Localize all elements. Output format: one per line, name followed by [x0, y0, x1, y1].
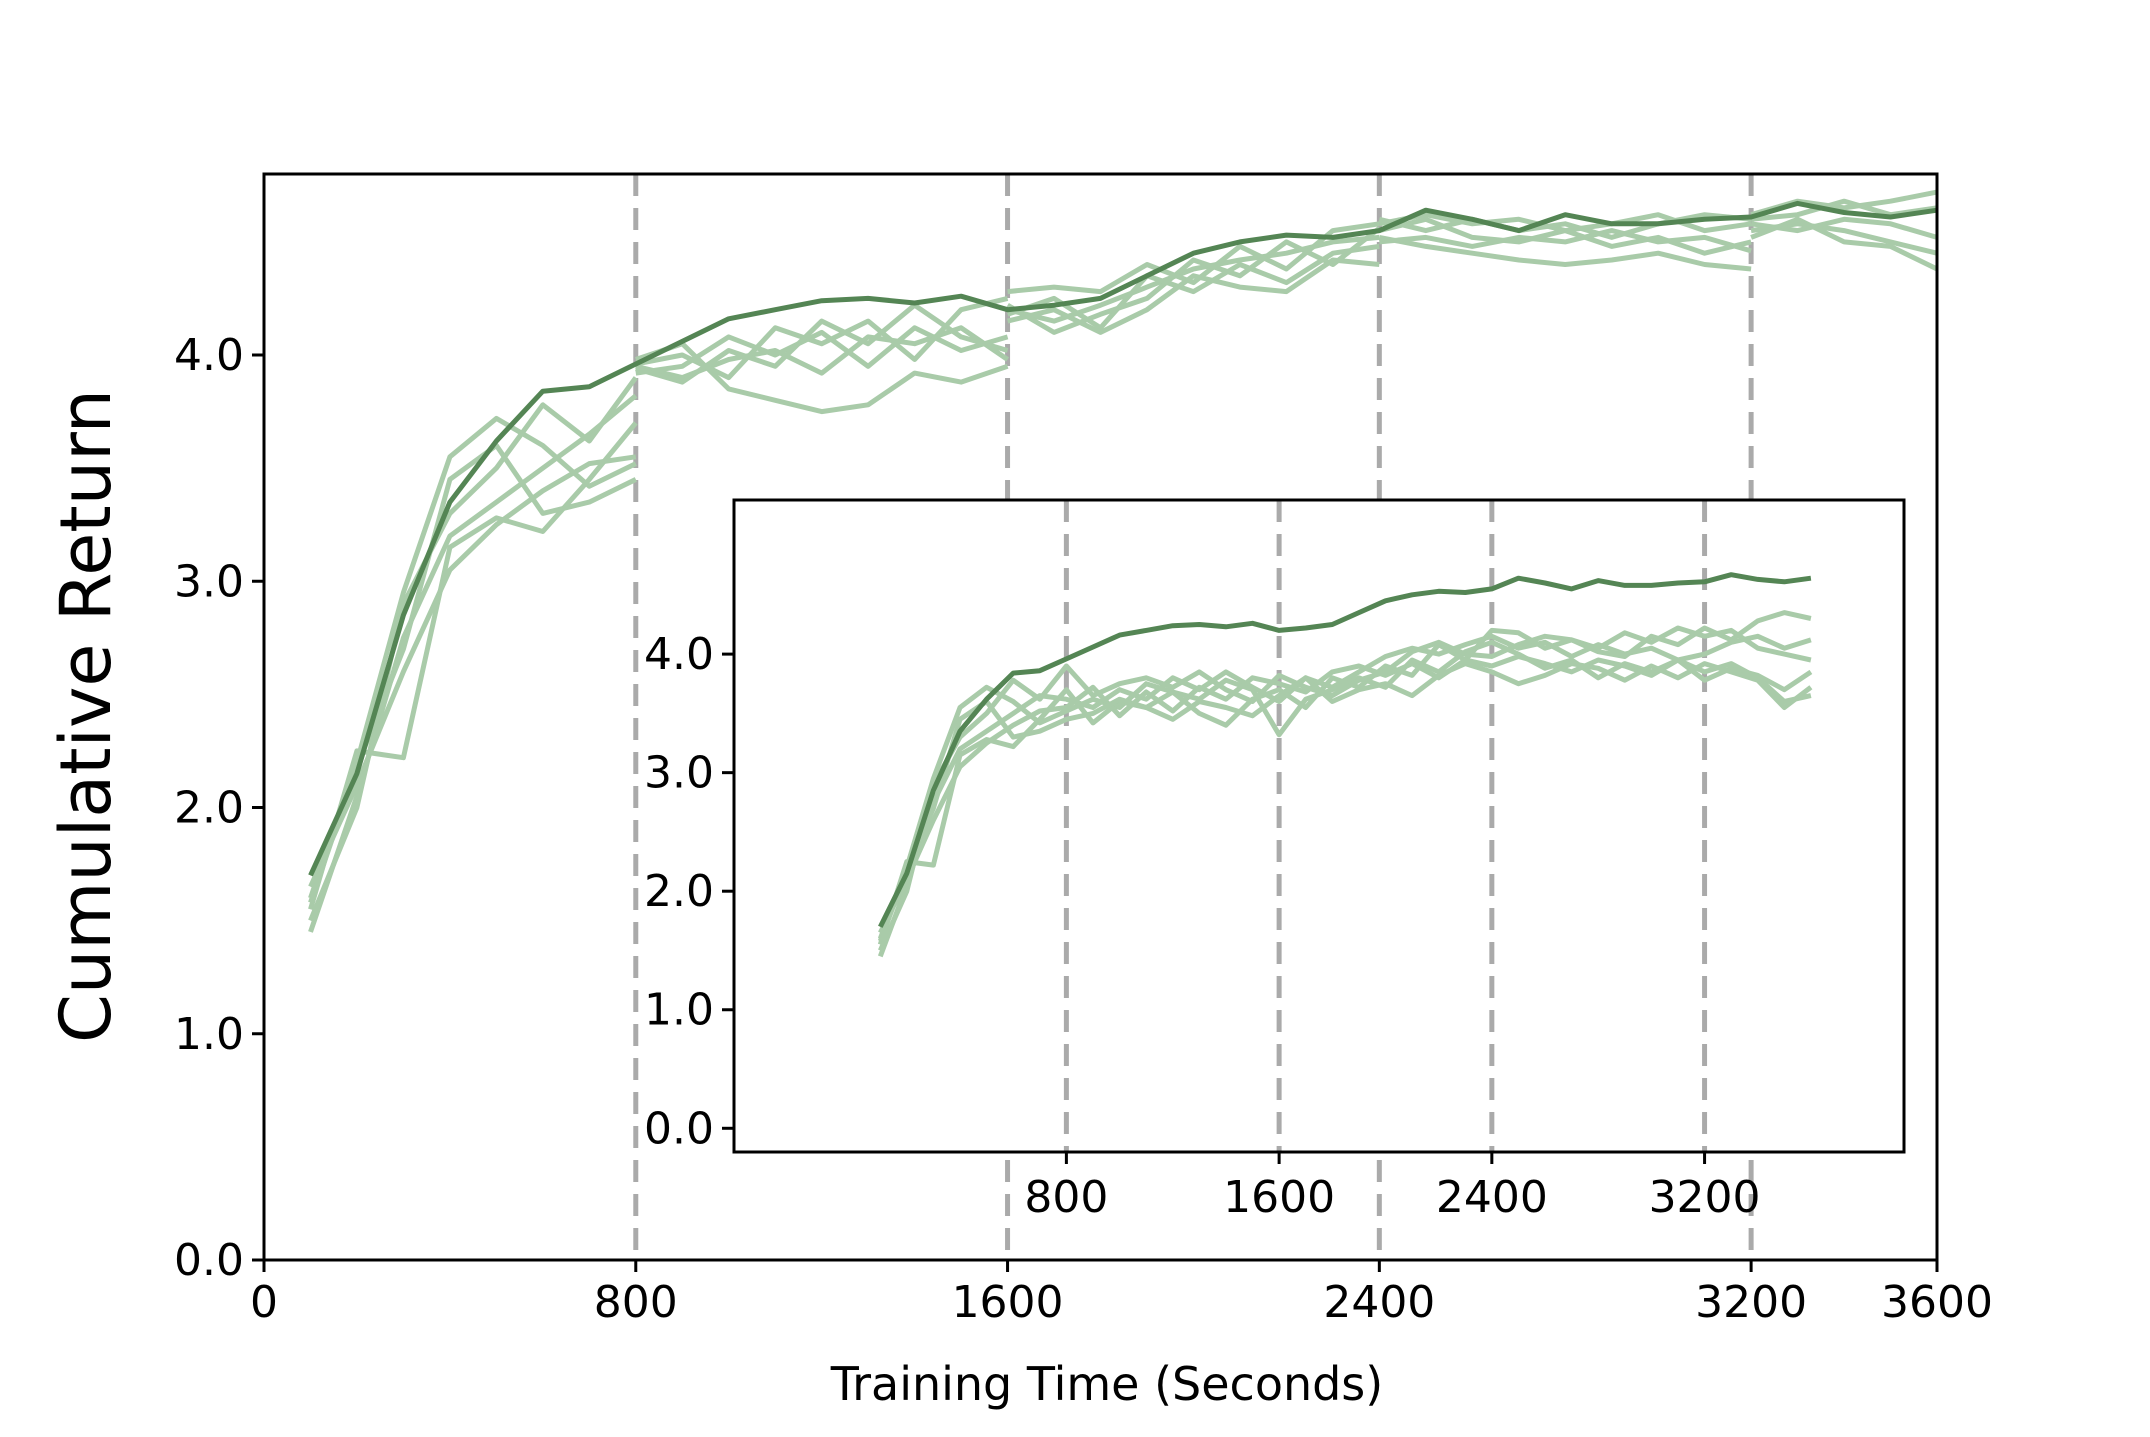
variant-line-1 — [308, 415, 637, 899]
variant-line-14 — [1007, 221, 1380, 295]
main-panel: 0 800 1600 2400 3200 3600 0.0 1.0 2.0 3.0 4.0 Tra… — [45, 172, 1993, 1411]
x-tick-label: 3600 — [1881, 1277, 1993, 1328]
inset-x-ticks: 800 1600 2400 3200 — [1024, 1152, 1761, 1223]
y-tick-label: 0.0 — [174, 1235, 244, 1286]
x-tick-label: 3200 — [1649, 1172, 1761, 1223]
main-plot-frame — [262, 172, 1939, 1262]
variant-line-13 — [1006, 226, 1381, 335]
variant-line-25 — [1750, 216, 1939, 272]
variant-line-19 — [1378, 212, 1752, 240]
inset-background — [734, 500, 1904, 1152]
variant-line-12 — [1006, 243, 1380, 331]
x-tick-label: 2400 — [1323, 1277, 1435, 1328]
y-tick-label: 2.0 — [644, 866, 714, 917]
y-tick-label: 2.0 — [174, 783, 244, 834]
y-tick-label: 4.0 — [174, 330, 244, 381]
inset-y-ticks: 0.0 1.0 2.0 3.0 4.0 — [644, 629, 734, 1154]
main-y-ticks: 0.0 1.0 2.0 3.0 4.0 — [174, 330, 264, 1286]
variant-line-24 — [1750, 216, 1938, 240]
y-tick-label: 1.0 — [174, 1009, 244, 1060]
main-line — [878, 572, 1812, 928]
inset-vlines — [1063, 500, 1708, 1152]
x-tick-label: 800 — [594, 1277, 678, 1328]
y-tick-label: 3.0 — [174, 556, 244, 607]
variant-line-15 — [1007, 257, 1380, 335]
variant-line-4 — [878, 625, 1812, 952]
main-series — [308, 189, 1939, 933]
x-tick-label: 3200 — [1695, 1277, 1807, 1328]
variant-line-5 — [877, 661, 1813, 942]
variant-line-3 — [878, 654, 1812, 934]
x-tick-label: 0 — [250, 1277, 278, 1328]
y-tick-label: 1.0 — [644, 985, 714, 1036]
y-tick-label: 4.0 — [644, 629, 714, 680]
variant-line-10 — [635, 302, 1009, 385]
variant-line-17 — [1378, 234, 1752, 272]
main-x-ticks: 0 800 1600 2400 3200 3600 — [250, 1260, 1993, 1328]
inset-panel: 800 1600 2400 3200 0.0 1.0 2.0 3.0 4.0 — [644, 498, 1906, 1223]
x-tick-label: 800 — [1024, 1172, 1108, 1223]
inset-plot-frame — [732, 498, 1906, 1154]
variant-line-8 — [635, 325, 1009, 376]
inset-series — [877, 572, 1813, 958]
main-line — [308, 200, 1938, 877]
x-tick-label: 1600 — [1223, 1172, 1335, 1223]
x-tick-label: 2400 — [1436, 1172, 1548, 1223]
variant-line-20 — [1379, 228, 1752, 254]
x-axis-title: Training Time (Seconds) — [830, 1357, 1383, 1411]
y-tick-label: 3.0 — [644, 748, 714, 799]
x-tick-label: 1600 — [952, 1277, 1064, 1328]
variant-line-4 — [308, 376, 638, 922]
variant-line-18 — [1378, 212, 1752, 234]
y-axis-title: Cumulative Return — [45, 389, 127, 1043]
y-tick-label: 0.0 — [644, 1103, 714, 1154]
